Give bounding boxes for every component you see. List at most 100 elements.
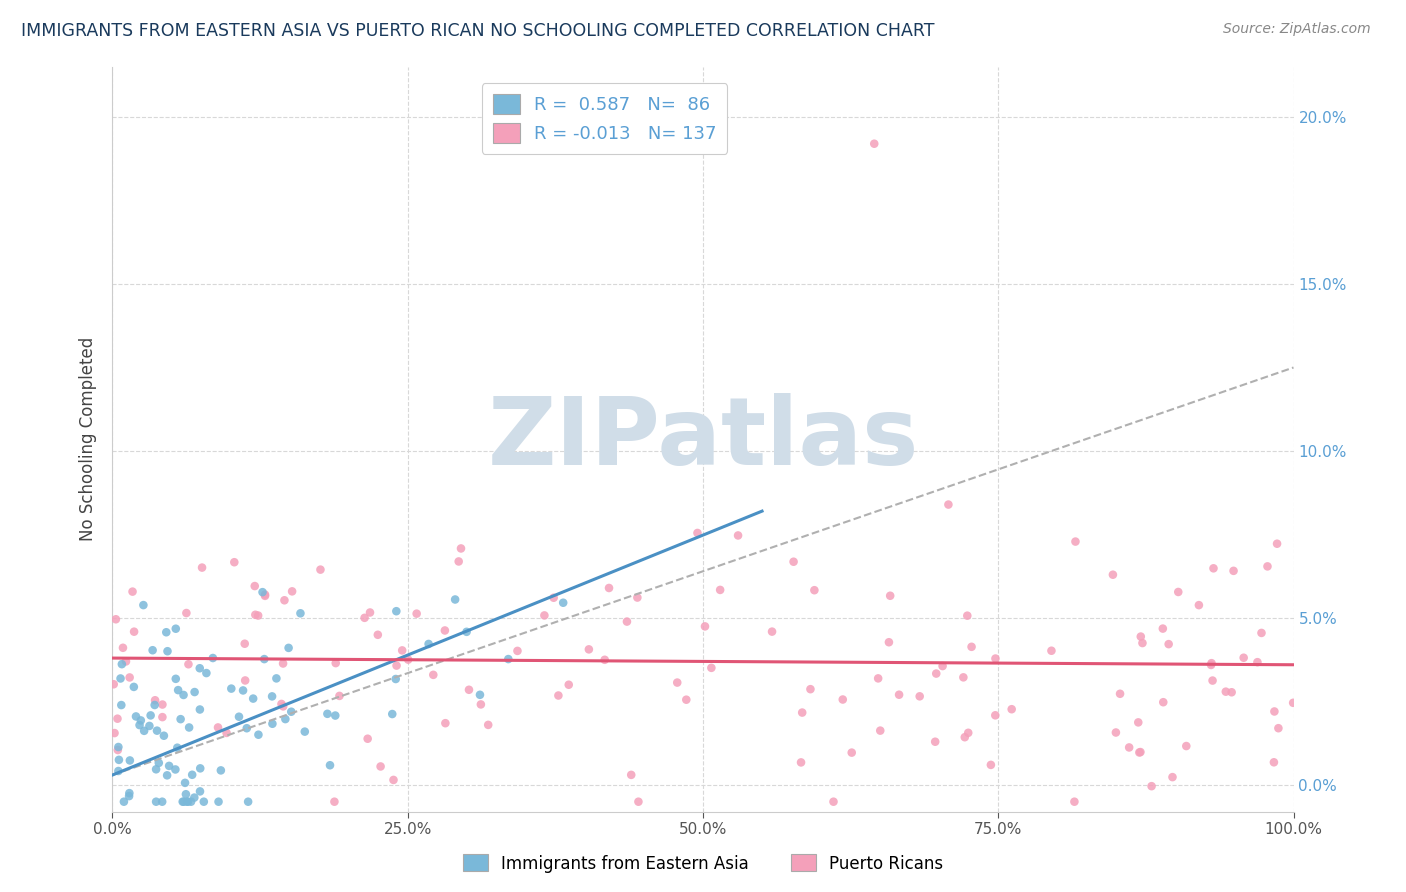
Point	[146, 723, 169, 738]
Point	[143, 693, 166, 707]
Point	[122, 680, 145, 694]
Point	[323, 795, 346, 809]
Point	[1202, 561, 1225, 575]
Point	[201, 651, 224, 665]
Point	[266, 672, 288, 686]
Point	[177, 795, 200, 809]
Point	[209, 764, 232, 778]
Point	[761, 624, 783, 639]
Point	[626, 591, 648, 605]
Point	[325, 656, 347, 670]
Point	[1265, 537, 1288, 551]
Point	[391, 643, 413, 657]
Point	[1132, 636, 1154, 650]
Point	[111, 657, 134, 672]
Point	[405, 607, 427, 621]
Point	[134, 723, 156, 738]
Point	[356, 731, 378, 746]
Point	[1188, 598, 1211, 612]
Point	[382, 772, 405, 787]
Point	[176, 795, 198, 809]
Point	[242, 691, 264, 706]
Point	[790, 756, 813, 770]
Point	[274, 712, 297, 726]
Point	[1263, 756, 1285, 770]
Point	[868, 672, 890, 686]
Point	[221, 681, 243, 696]
Point	[224, 555, 246, 569]
Point	[887, 688, 910, 702]
Point	[253, 652, 276, 666]
Point	[578, 642, 600, 657]
Point	[277, 640, 299, 655]
Point	[195, 666, 218, 681]
Point	[1175, 739, 1198, 753]
Point	[167, 683, 190, 698]
Point	[280, 705, 302, 719]
Point	[172, 795, 194, 809]
Point	[165, 622, 187, 636]
Point	[108, 753, 131, 767]
Point	[1152, 695, 1174, 709]
Point	[153, 729, 176, 743]
Point	[110, 698, 132, 712]
Point	[294, 724, 316, 739]
Point	[863, 136, 886, 151]
Point	[434, 716, 457, 731]
Point	[236, 721, 259, 735]
Point	[841, 746, 863, 760]
Text: ZIPatlas: ZIPatlas	[488, 393, 918, 485]
Point	[458, 682, 481, 697]
Point	[1167, 585, 1189, 599]
Point	[271, 657, 294, 671]
Point	[121, 584, 143, 599]
Point	[118, 786, 141, 800]
Point	[215, 726, 238, 740]
Point	[132, 598, 155, 612]
Point	[174, 787, 197, 801]
Point	[1040, 644, 1063, 658]
Point	[831, 692, 853, 706]
Point	[103, 726, 125, 740]
Legend: R =  0.587   N=  86, R = -0.013   N= 137: R = 0.587 N= 86, R = -0.013 N= 137	[482, 83, 727, 153]
Point	[110, 672, 132, 686]
Point	[271, 699, 294, 714]
Point	[984, 708, 1007, 723]
Point	[1063, 795, 1085, 809]
Point	[118, 670, 141, 684]
Point	[620, 768, 643, 782]
Point	[118, 754, 141, 768]
Point	[1129, 630, 1152, 644]
Point	[323, 708, 346, 723]
Point	[879, 589, 901, 603]
Point	[188, 702, 211, 716]
Y-axis label: No Schooling Completed: No Schooling Completed	[79, 337, 97, 541]
Point	[470, 698, 492, 712]
Point	[176, 606, 198, 620]
Point	[558, 678, 581, 692]
Point	[359, 606, 381, 620]
Point	[173, 795, 195, 809]
Point	[152, 698, 174, 712]
Point	[686, 525, 709, 540]
Point	[1246, 655, 1268, 669]
Point	[381, 706, 404, 721]
Point	[444, 592, 467, 607]
Point	[1282, 696, 1305, 710]
Point	[290, 607, 312, 621]
Point	[1128, 746, 1150, 760]
Point	[125, 709, 148, 723]
Point	[207, 795, 229, 809]
Point	[103, 677, 125, 691]
Point	[107, 743, 129, 757]
Point	[145, 762, 167, 776]
Point	[1157, 637, 1180, 651]
Point	[1152, 622, 1174, 636]
Point	[245, 607, 267, 622]
Point	[385, 604, 408, 618]
Point	[228, 710, 250, 724]
Point	[553, 596, 575, 610]
Point	[173, 688, 195, 702]
Point	[152, 710, 174, 724]
Point	[183, 685, 205, 699]
